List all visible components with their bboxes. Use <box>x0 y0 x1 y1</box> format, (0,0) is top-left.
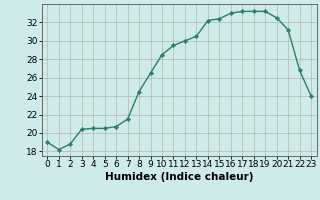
X-axis label: Humidex (Indice chaleur): Humidex (Indice chaleur) <box>105 172 253 182</box>
